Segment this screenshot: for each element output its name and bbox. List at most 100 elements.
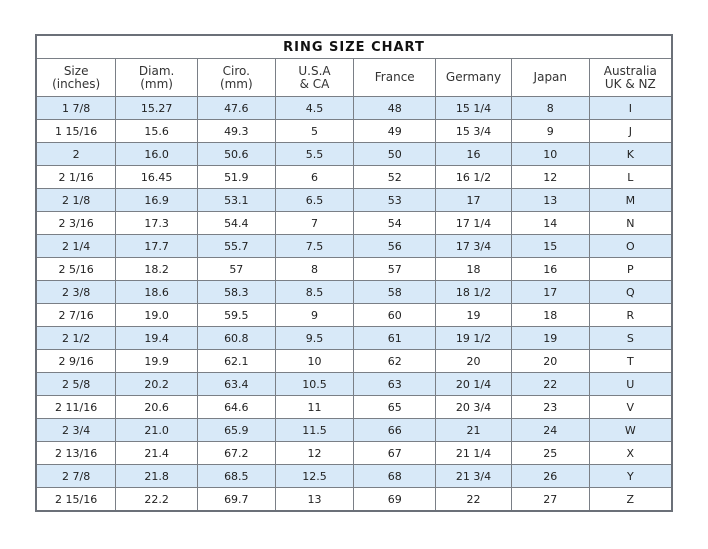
table-row: 2 1/8 16.9 53.1 6.5 53 17 13 M: [35, 188, 673, 212]
table-cell: 15 3/4: [435, 119, 512, 143]
table-cell: 18: [435, 257, 512, 281]
table-cell: 54.4: [196, 211, 276, 235]
table-cell: 14: [510, 211, 590, 235]
table-cell: 22: [435, 487, 512, 512]
table-cell: 24: [510, 418, 590, 442]
table-cell: 15.27: [115, 96, 198, 120]
table-cell: 19.0: [115, 303, 198, 327]
table-cell: U: [588, 372, 673, 396]
table-cell: 16.0: [115, 142, 198, 166]
table-cell: J: [588, 119, 673, 143]
table-cell: 20 3/4: [435, 395, 512, 419]
table-cell: 18.2: [115, 257, 198, 281]
table-cell: W: [588, 418, 673, 442]
table-cell: 19.9: [115, 349, 198, 373]
table-row: 2 16.0 50.6 5.5 50 16 10 K: [35, 142, 673, 166]
column-header: Japan: [510, 58, 590, 97]
table-cell: 2 11/16: [35, 395, 117, 419]
table-cell: 6: [274, 165, 355, 189]
table-cell: 6.5: [274, 188, 355, 212]
table-cell: 10: [510, 142, 590, 166]
table-cell: I: [588, 96, 673, 120]
table-cell: 13: [274, 487, 355, 512]
table-cell: 2 1/8: [35, 188, 117, 212]
table-cell: 16: [510, 257, 590, 281]
table-cell: 65: [353, 395, 437, 419]
table-cell: 2 7/16: [35, 303, 117, 327]
table-cell: 2 13/16: [35, 441, 117, 465]
table-cell: 17.3: [115, 211, 198, 235]
table-cell: 20.2: [115, 372, 198, 396]
table-cell: 54: [353, 211, 437, 235]
table-cell: 16.45: [115, 165, 198, 189]
table-cell: 53.1: [196, 188, 276, 212]
table-cell: 7: [274, 211, 355, 235]
table-cell: 53: [353, 188, 437, 212]
table-cell: 2 3/4: [35, 418, 117, 442]
table-cell: 63.4: [196, 372, 276, 396]
table-cell: 62.1: [196, 349, 276, 373]
table-cell: V: [588, 395, 673, 419]
table-cell: 17: [510, 280, 590, 304]
table-cell: 8: [274, 257, 355, 281]
table-cell: 10.5: [274, 372, 355, 396]
table-cell: 2 3/16: [35, 211, 117, 235]
table-row: 2 9/16 19.9 62.1 10 62 20 20 T: [35, 349, 673, 373]
table-cell: 63: [353, 372, 437, 396]
table-cell: 66: [353, 418, 437, 442]
table-cell: 19: [435, 303, 512, 327]
table-cell: 12: [274, 441, 355, 465]
table-row: 2 11/16 20.6 64.6 11 65 20 3/4 23 V: [35, 395, 673, 419]
table-cell: 69: [353, 487, 437, 512]
table-cell: 26: [510, 464, 590, 488]
table-cell: 61: [353, 326, 437, 350]
table-cell: 17: [435, 188, 512, 212]
table-cell: 51.9: [196, 165, 276, 189]
table-cell: 11.5: [274, 418, 355, 442]
table-cell: 8.5: [274, 280, 355, 304]
table-cell: 11: [274, 395, 355, 419]
table-cell: 2 1/16: [35, 165, 117, 189]
table-row: 1 15/16 15.6 49.3 5 49 15 3/4 9 J: [35, 119, 673, 143]
table-cell: 10: [274, 349, 355, 373]
table-row: 2 5/16 18.2 57 8 57 18 16 P: [35, 257, 673, 281]
table-cell: 13: [510, 188, 590, 212]
table-cell: 49: [353, 119, 437, 143]
table-cell: 15: [510, 234, 590, 258]
table-cell: 2 3/8: [35, 280, 117, 304]
table-cell: 48: [353, 96, 437, 120]
table-cell: 69.7: [196, 487, 276, 512]
table-cell: 25: [510, 441, 590, 465]
table-cell: 18: [510, 303, 590, 327]
table-cell: 21.4: [115, 441, 198, 465]
table-cell: 15.6: [115, 119, 198, 143]
table-row: 2 7/16 19.0 59.5 9 60 19 18 R: [35, 303, 673, 327]
table-cell: 19.4: [115, 326, 198, 350]
table-cell: 2 1/2: [35, 326, 117, 350]
table-cell: 50.6: [196, 142, 276, 166]
table-cell: 65.9: [196, 418, 276, 442]
column-header: Australia UK & NZ: [588, 58, 673, 97]
table-cell: 55.7: [196, 234, 276, 258]
table-cell: 16 1/2: [435, 165, 512, 189]
table-cell: 1 7/8: [35, 96, 117, 120]
table-cell: 2 1/4: [35, 234, 117, 258]
table-cell: 21.8: [115, 464, 198, 488]
table-cell: 2 5/8: [35, 372, 117, 396]
column-header: Germany: [435, 58, 512, 97]
table-cell: 47.6: [196, 96, 276, 120]
table-cell: 60: [353, 303, 437, 327]
table-cell: 68.5: [196, 464, 276, 488]
table-cell: 58.3: [196, 280, 276, 304]
table-row: 2 3/8 18.6 58.3 8.5 58 18 1/2 17 Q: [35, 280, 673, 304]
table-cell: K: [588, 142, 673, 166]
table-cell: 21 1/4: [435, 441, 512, 465]
column-header: U.S.A & CA: [274, 58, 355, 97]
table-cell: 7.5: [274, 234, 355, 258]
column-header: France: [353, 58, 437, 97]
table-cell: P: [588, 257, 673, 281]
table-row: 2 1/4 17.7 55.7 7.5 56 17 3/4 15 O: [35, 234, 673, 258]
table-cell: 9: [274, 303, 355, 327]
table-cell: 17.7: [115, 234, 198, 258]
table-row: 2 1/2 19.4 60.8 9.5 61 19 1/2 19 S: [35, 326, 673, 350]
